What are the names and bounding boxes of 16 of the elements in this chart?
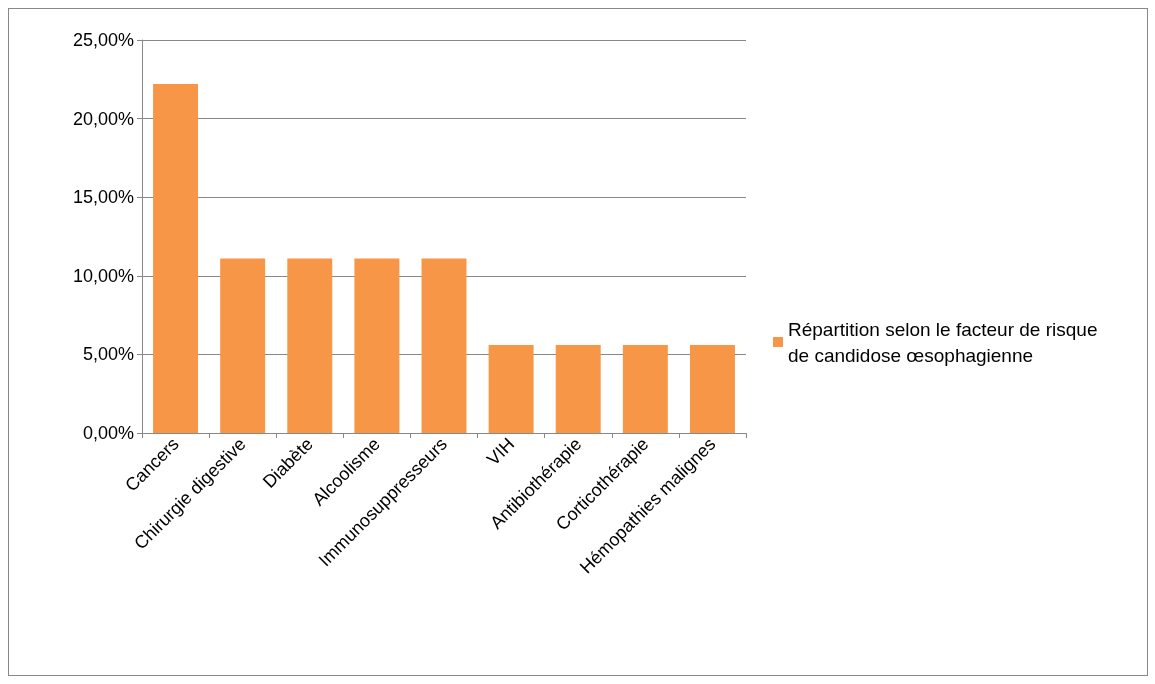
y-tick-label: 15,00% <box>72 187 134 208</box>
bar <box>153 84 199 433</box>
bar <box>421 258 467 433</box>
bar <box>354 258 400 433</box>
bar <box>622 344 668 433</box>
bar <box>488 344 534 433</box>
y-tick-label: 5,00% <box>82 344 134 365</box>
bar <box>287 258 333 433</box>
y-tick-label: 20,00% <box>72 108 134 129</box>
y-tick-label: 0,00% <box>82 423 134 443</box>
y-tick-label: 10,00% <box>72 265 134 286</box>
legend-label: Répartition selon le facteur de risque de candidose œsophagienne <box>788 318 1103 366</box>
bar <box>689 344 735 433</box>
bar <box>220 258 266 433</box>
bar <box>555 344 601 433</box>
y-tick-label: 25,00% <box>72 30 134 50</box>
